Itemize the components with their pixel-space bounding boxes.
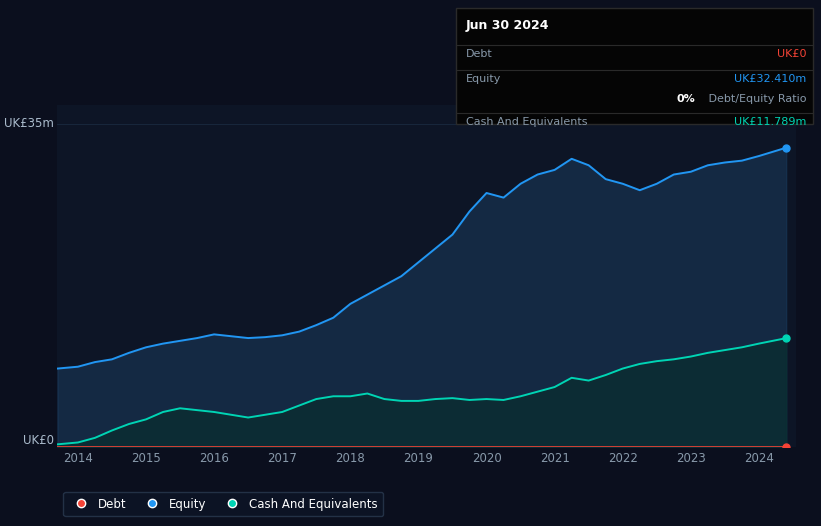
Text: Jun 30 2024: Jun 30 2024	[466, 19, 549, 33]
Text: Debt/Equity Ratio: Debt/Equity Ratio	[704, 94, 806, 104]
Text: Equity: Equity	[466, 74, 501, 84]
Text: 0%: 0%	[677, 94, 695, 104]
Text: UK£11.789m: UK£11.789m	[734, 117, 806, 127]
Text: UK£32.410m: UK£32.410m	[734, 74, 806, 84]
Text: UK£0: UK£0	[777, 49, 806, 59]
Legend: Debt, Equity, Cash And Equivalents: Debt, Equity, Cash And Equivalents	[63, 492, 383, 517]
Text: UK£35m: UK£35m	[4, 117, 54, 130]
Text: UK£0: UK£0	[23, 434, 54, 447]
Text: Cash And Equivalents: Cash And Equivalents	[466, 117, 587, 127]
Text: Debt: Debt	[466, 49, 493, 59]
